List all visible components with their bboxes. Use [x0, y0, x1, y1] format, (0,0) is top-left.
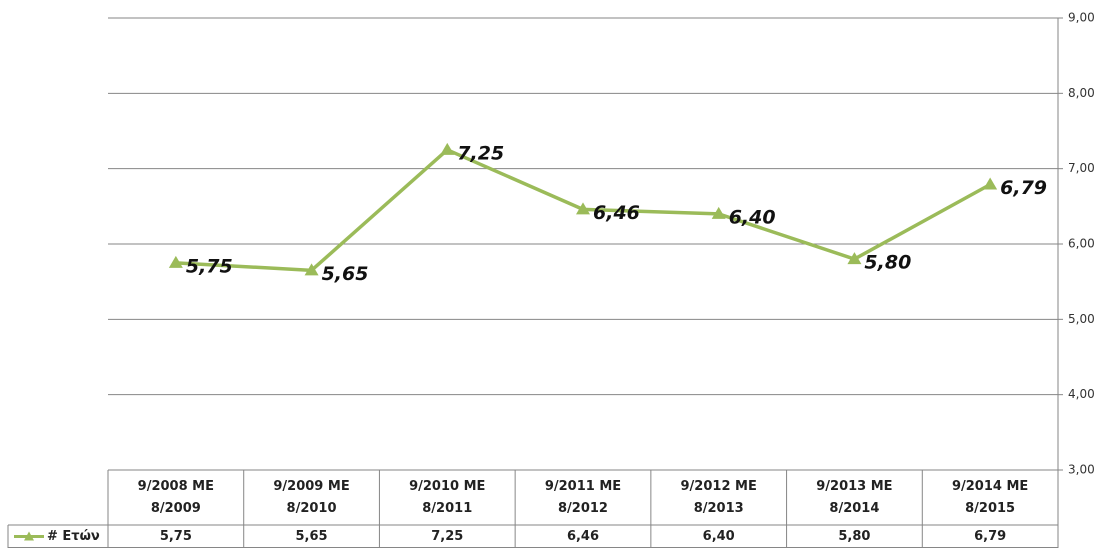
category-cell-text: 9/2009 ΜΕ 8/2010	[273, 478, 350, 516]
value-cell: 6,46	[515, 525, 651, 548]
value-cell-text: 6,46	[566, 528, 600, 544]
marker	[304, 263, 319, 276]
y-tick-label: 3,00	[1068, 463, 1095, 477]
value-cell: 5,65	[244, 525, 380, 548]
legend-label: # Ετών	[47, 529, 100, 544]
category-cell: 9/2011 ΜΕ 8/2012	[515, 470, 651, 525]
y-tick-label: 9,00	[1068, 11, 1095, 25]
category-cell: 9/2012 ΜΕ 8/2013	[651, 470, 787, 525]
y-tick-label: 8,00	[1068, 86, 1095, 100]
marker	[711, 206, 726, 219]
value-cell-text: 6,40	[702, 528, 735, 544]
value-cell-text: 5,75	[159, 528, 192, 544]
value-label: 6,40	[729, 206, 776, 228]
category-cell: 9/2010 ΜΕ 8/2011	[379, 470, 515, 525]
marker	[983, 177, 998, 190]
category-cell: 9/2008 ΜΕ 8/2009	[108, 470, 244, 525]
value-cell: 6,40	[651, 525, 787, 548]
category-cell-text: 9/2012 ΜΕ 8/2013	[680, 478, 757, 516]
value-cell-text: 7,25	[431, 528, 464, 544]
value-cell: 5,75	[108, 525, 244, 548]
value-cell-text: 6,79	[974, 528, 1007, 544]
category-cell-text: 9/2010 ΜΕ 8/2011	[409, 478, 486, 516]
value-label: 5,75	[186, 255, 233, 277]
category-cell-text: 9/2008 ΜΕ 8/2009	[137, 478, 214, 516]
value-label: 6,79	[1000, 177, 1047, 199]
value-label: 7,25	[457, 142, 504, 164]
y-tick-label: 6,00	[1068, 237, 1095, 251]
value-cell-text: 5,65	[295, 528, 328, 544]
category-cell-text: 9/2011 ΜΕ 8/2012	[544, 478, 622, 516]
marker	[847, 252, 862, 265]
marker	[576, 202, 590, 215]
y-tick-label: 7,00	[1068, 161, 1095, 175]
value-label: 6,46	[593, 202, 640, 224]
value-cell: 6,79	[922, 525, 1058, 548]
category-cell: 9/2014 ΜΕ 8/2015	[922, 470, 1058, 525]
y-tick-label: 5,00	[1068, 312, 1095, 326]
marker	[168, 255, 183, 268]
category-cell: 9/2013 ΜΕ 8/2014	[787, 470, 923, 525]
value-cell: 7,25	[379, 525, 515, 548]
value-label: 5,80	[864, 252, 911, 274]
marker	[440, 142, 455, 155]
legend-marker	[24, 531, 34, 541]
category-cell: 9/2009 ΜΕ 8/2010	[244, 470, 380, 525]
y-tick-label: 4,00	[1068, 387, 1095, 401]
value-label: 5,65	[322, 263, 369, 285]
value-cell-text: 5,80	[838, 528, 871, 544]
value-cell: 5,80	[787, 525, 923, 548]
category-cell-text: 9/2013 ΜΕ 8/2014	[816, 478, 893, 516]
category-cell-text: 9/2014 ΜΕ 8/2015	[951, 478, 1029, 516]
